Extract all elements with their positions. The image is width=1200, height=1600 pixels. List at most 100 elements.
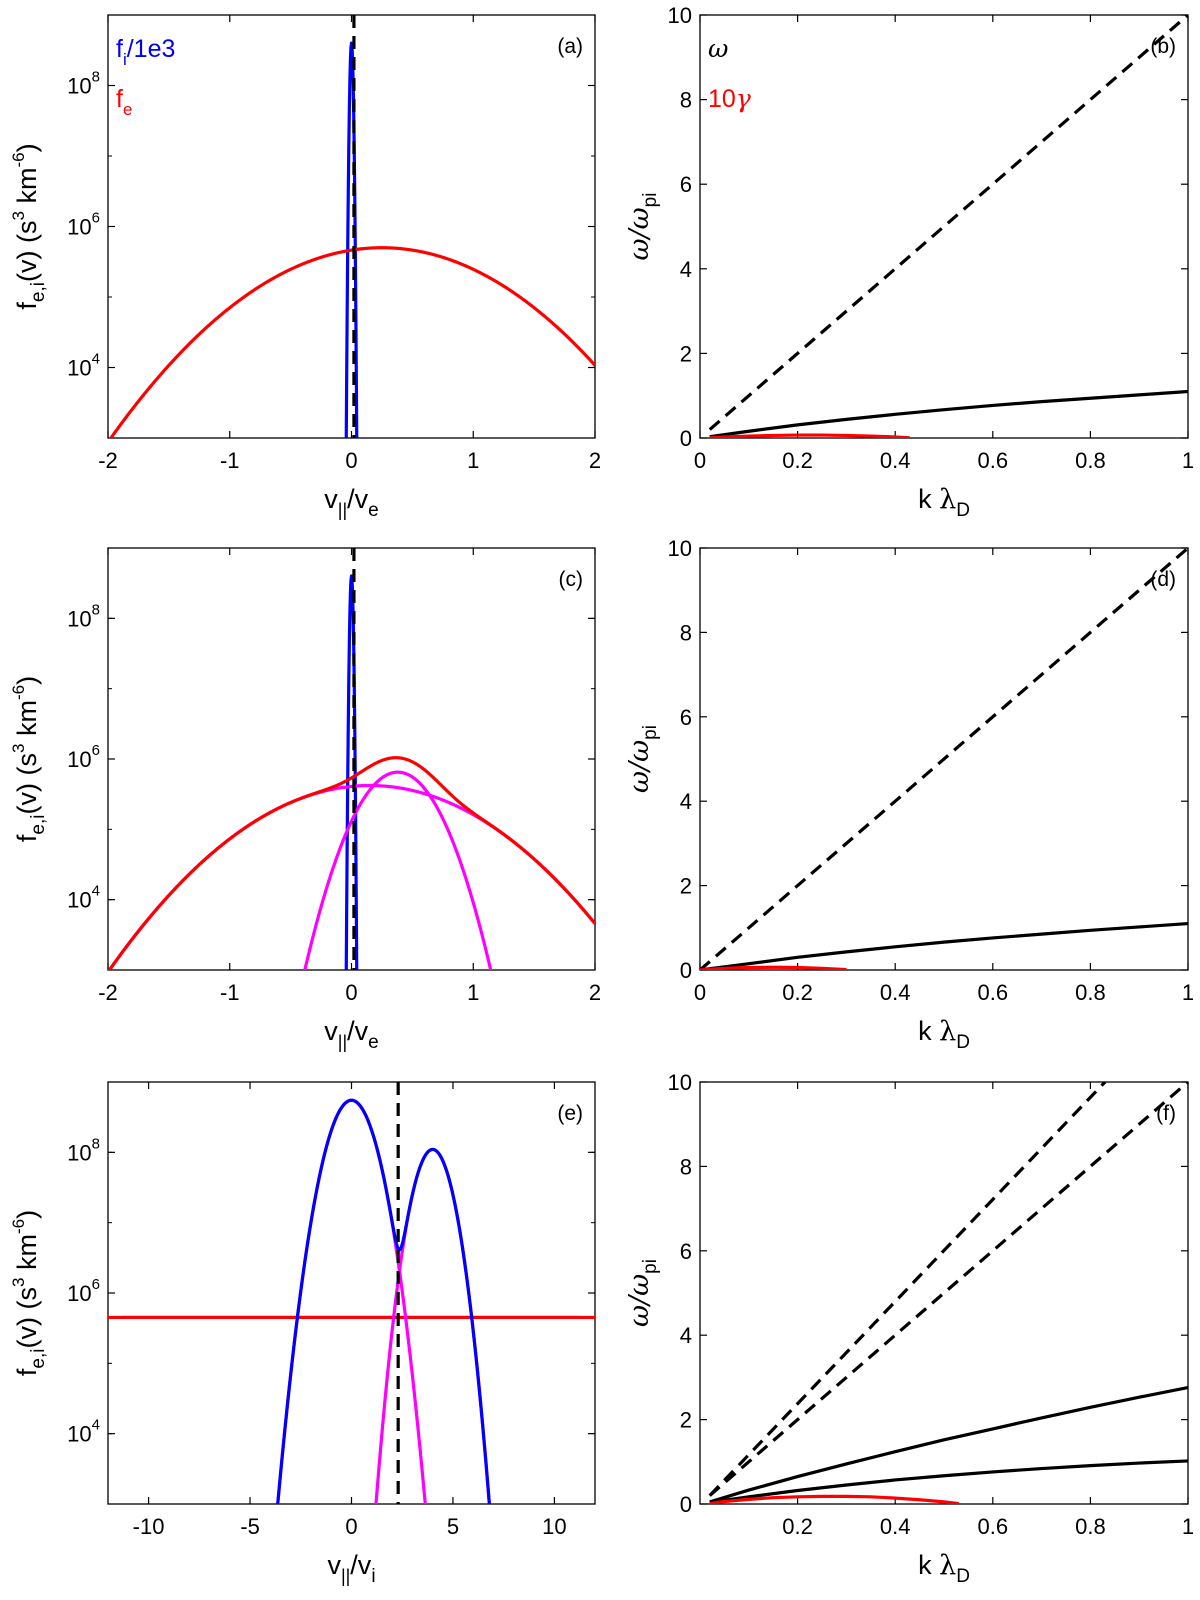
y-tick-label: 2 xyxy=(680,874,692,899)
y-tick-label: 6 xyxy=(680,172,692,197)
panel-label: (f) xyxy=(1156,1102,1176,1125)
x-tick-label: 2 xyxy=(589,448,601,473)
series-line-0 xyxy=(708,15,1188,431)
x-tick-label: 0.4 xyxy=(880,980,911,1005)
y-axis-label: fe,i(v) (s3 km-6) xyxy=(9,1210,49,1376)
x-axis-label: k λD xyxy=(918,1550,970,1587)
x-tick-label: 0.6 xyxy=(978,980,1009,1005)
x-tick-label: 0 xyxy=(694,448,706,473)
x-tick-label: 0.8 xyxy=(1075,448,1106,473)
series-line-1 xyxy=(108,783,595,970)
x-tick-label: -5 xyxy=(240,1514,260,1539)
x-tick-label: 0.6 xyxy=(978,448,1009,473)
y-tick-label: 4 xyxy=(680,1323,692,1348)
x-tick-label: 2 xyxy=(589,980,601,1005)
axes-box xyxy=(699,547,1189,971)
panel-label: (b) xyxy=(1150,35,1176,58)
series-line-0 xyxy=(344,574,359,970)
plot-area xyxy=(708,15,1188,438)
y-tick-label: 0 xyxy=(680,426,692,451)
y-axis-label: ω/ωpi xyxy=(624,193,661,261)
series-line-1 xyxy=(276,1098,427,1504)
series-line-1 xyxy=(108,246,595,438)
y-axis-label: fe,i(v) (s3 km-6) xyxy=(9,676,49,842)
y-tick-label: 8 xyxy=(680,1154,692,1179)
legend-entry: ω xyxy=(708,34,728,63)
plot-area xyxy=(108,15,595,438)
y-tick-label: 0 xyxy=(680,958,692,983)
x-axis-label: k λD xyxy=(918,484,970,521)
panel-label: (e) xyxy=(557,1102,583,1125)
x-tick-label: 5 xyxy=(447,1514,459,1539)
x-tick-label: 0.6 xyxy=(978,1514,1009,1539)
series-line-3 xyxy=(709,1459,1188,1504)
x-tick-label: 0.4 xyxy=(880,1514,911,1539)
series-line-0 xyxy=(708,1082,1107,1497)
x-axis-label: v||/vi xyxy=(327,1550,375,1587)
y-tick-label: 10 xyxy=(668,1070,692,1095)
x-tick-label: 0.4 xyxy=(880,448,911,473)
series-line-1 xyxy=(700,921,1188,970)
y-tick-label: 10 xyxy=(668,536,692,561)
series-line-3 xyxy=(108,756,595,970)
x-tick-label: 1 xyxy=(1182,1514,1194,1539)
x-tick-label: 1 xyxy=(1182,980,1194,1005)
panel-c: -2 -1 0 1 2 104 106 108 (c) v||/ve fe,i(v) (s3 km-… xyxy=(9,547,601,1053)
y-tick-label: 106 xyxy=(67,210,100,240)
y-tick-label: 2 xyxy=(680,341,692,366)
y-tick-label: 6 xyxy=(680,1239,692,1264)
x-tick-label: 0.8 xyxy=(1075,1514,1106,1539)
panel-a: -2 -1 0 1 2 104 106 108 (a) v||/ve fe,i(v) (s3 km-… xyxy=(9,14,601,521)
y-tick-label: 104 xyxy=(67,351,100,381)
y-axis-label: ω/ωpi xyxy=(624,1259,661,1327)
x-tick-label: 1 xyxy=(467,448,479,473)
x-tick-label: 1 xyxy=(467,980,479,1005)
y-tick-label: 104 xyxy=(67,1417,100,1447)
y-tick-label: 108 xyxy=(67,601,100,631)
x-tick-label: 0.2 xyxy=(782,448,813,473)
axes-box xyxy=(699,14,1189,439)
y-tick-label: 8 xyxy=(680,620,692,645)
legend-entry: 10γ xyxy=(708,84,751,113)
x-tick-label: -2 xyxy=(98,448,118,473)
x-tick-label: 10 xyxy=(542,1514,566,1539)
axes-box xyxy=(699,1081,1189,1505)
plot-area xyxy=(700,548,1188,970)
x-tick-label: 0 xyxy=(345,1514,357,1539)
x-tick-label: 0 xyxy=(345,980,357,1005)
x-tick-label: 0.8 xyxy=(1075,980,1106,1005)
legend-entry: fi/1e3 xyxy=(116,35,175,69)
y-axis-label: fe,i(v) (s3 km-6) xyxy=(9,143,49,309)
y-tick-label: 4 xyxy=(680,257,692,282)
y-tick-label: 8 xyxy=(680,88,692,113)
y-tick-label: 4 xyxy=(680,789,692,814)
x-tick-label: -1 xyxy=(220,448,240,473)
series-line-2 xyxy=(700,965,847,970)
plot-area xyxy=(108,1082,595,1504)
y-tick-label: 108 xyxy=(67,1135,100,1165)
x-tick-label: -2 xyxy=(98,980,118,1005)
x-tick-label: 0 xyxy=(694,980,706,1005)
y-tick-label: 106 xyxy=(67,1276,100,1306)
x-tick-label: -10 xyxy=(133,1514,165,1539)
series-line-2 xyxy=(709,433,910,438)
x-axis-label: v||/ve xyxy=(324,1016,378,1053)
y-tick-label: 0 xyxy=(680,1492,692,1517)
plot-area xyxy=(108,548,595,970)
series-line-2 xyxy=(709,1385,1188,1504)
y-tick-label: 106 xyxy=(67,742,100,772)
series-line-4 xyxy=(709,1494,959,1504)
y-tick-label: 10 xyxy=(668,3,692,28)
series-line-2 xyxy=(303,770,493,970)
series-line-1 xyxy=(708,1082,1188,1497)
plot-area xyxy=(708,1082,1188,1504)
series-line-1 xyxy=(709,389,1188,438)
panel-label: (d) xyxy=(1150,568,1176,591)
y-tick-label: 108 xyxy=(67,69,100,99)
series-line-3 xyxy=(276,1098,491,1504)
x-tick-label: 1 xyxy=(1182,448,1194,473)
